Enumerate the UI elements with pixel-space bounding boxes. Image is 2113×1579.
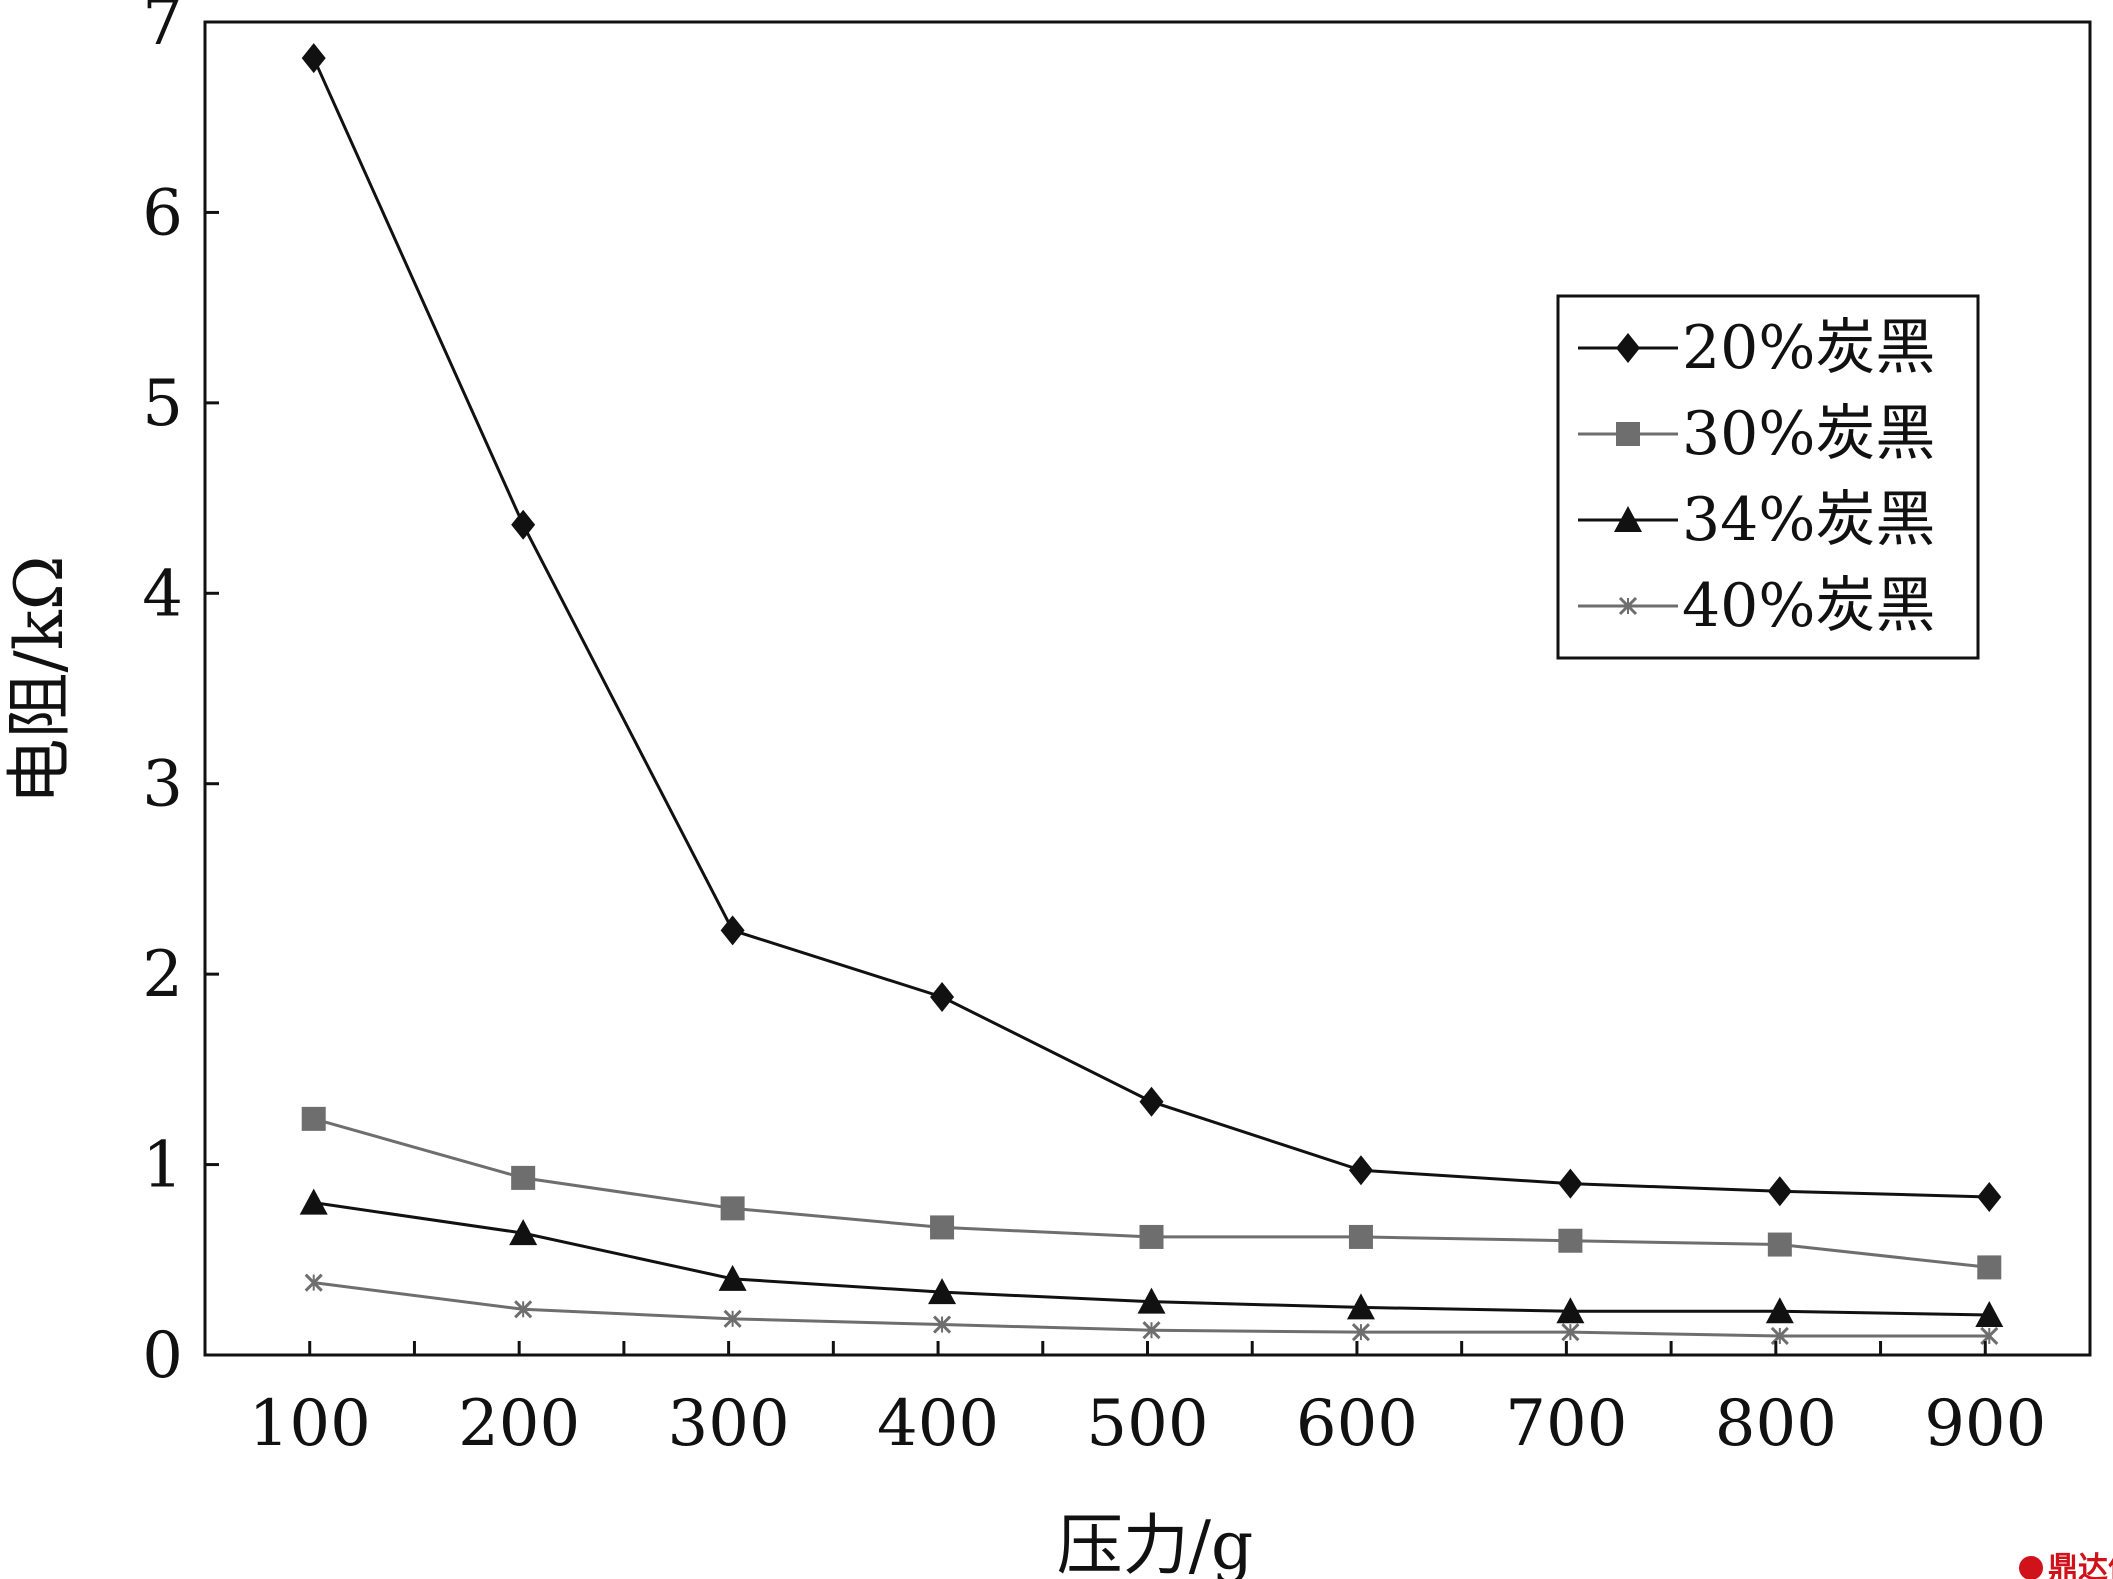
series-2-point bbox=[1558, 1228, 1583, 1253]
y-tick-label: 4 bbox=[142, 557, 183, 631]
series-3-point bbox=[718, 1264, 747, 1291]
watermark-logo: 鼎达信 bbox=[2019, 1551, 2113, 1579]
y-tick-label: 1 bbox=[142, 1129, 183, 1203]
series-1-point bbox=[930, 981, 955, 1012]
x-tick-label: 600 bbox=[1296, 1387, 1418, 1461]
series-4-point bbox=[723, 1309, 742, 1328]
series-4-point bbox=[304, 1273, 323, 1292]
series-1-point bbox=[301, 43, 326, 74]
series-3-point bbox=[1765, 1297, 1794, 1324]
series-3-point bbox=[509, 1219, 538, 1246]
x-tick-label: 400 bbox=[877, 1387, 999, 1461]
x-tick-label: 700 bbox=[1505, 1387, 1627, 1461]
x-axis-title: 压力/g bbox=[1057, 1507, 1254, 1579]
series-3-point bbox=[928, 1278, 957, 1305]
series-2-point bbox=[301, 1106, 326, 1131]
legend-label-2: 30%炭黑 bbox=[1682, 399, 1935, 469]
series-4-point bbox=[1142, 1321, 1161, 1340]
y-tick-label: 5 bbox=[142, 367, 183, 441]
series-4-point bbox=[1561, 1323, 1580, 1342]
legend-label-4: 40%炭黑 bbox=[1682, 571, 1935, 641]
x-tick-label: 200 bbox=[458, 1387, 580, 1461]
y-tick-label: 3 bbox=[142, 748, 183, 822]
legend-marker-3 bbox=[1614, 506, 1642, 532]
series-1-point bbox=[1558, 1168, 1583, 1199]
y-tick-label: 7 bbox=[142, 0, 183, 60]
series-2-point bbox=[930, 1215, 955, 1240]
legend-marker-2 bbox=[1616, 422, 1640, 446]
series-3-point bbox=[1556, 1297, 1585, 1324]
series-2-point bbox=[1977, 1255, 2002, 1280]
series-4-point bbox=[1351, 1323, 1371, 1342]
y-tick-label: 0 bbox=[142, 1319, 183, 1393]
legend-marker-4 bbox=[1618, 596, 1638, 616]
series-1-point bbox=[1767, 1176, 1792, 1207]
x-tick-label: 300 bbox=[668, 1387, 790, 1461]
series-2-point bbox=[1348, 1224, 1373, 1249]
y-axis-title: 电阻/kΩ bbox=[1, 556, 78, 805]
legend-marker-1 bbox=[1616, 333, 1640, 363]
series-3-point bbox=[1137, 1287, 1166, 1314]
series-2-point bbox=[1767, 1232, 1792, 1257]
y-tick-label: 6 bbox=[142, 176, 183, 250]
series-2-point bbox=[511, 1165, 536, 1190]
x-tick-label: 900 bbox=[1924, 1387, 2046, 1461]
series-4-point bbox=[514, 1300, 533, 1319]
x-tick-label: 800 bbox=[1715, 1387, 1837, 1461]
series-1-point bbox=[1977, 1181, 2002, 1212]
series-3-point bbox=[1346, 1293, 1375, 1320]
series-1-point bbox=[1139, 1086, 1164, 1117]
series-2-point bbox=[720, 1196, 745, 1221]
y-tick-label: 2 bbox=[142, 938, 183, 1012]
svg-text:鼎达信: 鼎达信 bbox=[2048, 1551, 2113, 1579]
series-2-point bbox=[1139, 1224, 1164, 1249]
x-tick-label: 500 bbox=[1086, 1387, 1208, 1461]
series-3-point bbox=[1975, 1301, 2004, 1328]
legend-label-3: 34%炭黑 bbox=[1682, 485, 1935, 555]
series-3-point bbox=[299, 1188, 328, 1215]
series-1-point bbox=[1348, 1155, 1373, 1186]
x-tick-label: 100 bbox=[249, 1387, 371, 1461]
legend-label-1: 20%炭黑 bbox=[1682, 313, 1935, 383]
series-1-point bbox=[720, 915, 745, 946]
series-4-point bbox=[932, 1315, 952, 1334]
series-1-point bbox=[511, 509, 536, 540]
plot-frame bbox=[203, 20, 2092, 1357]
